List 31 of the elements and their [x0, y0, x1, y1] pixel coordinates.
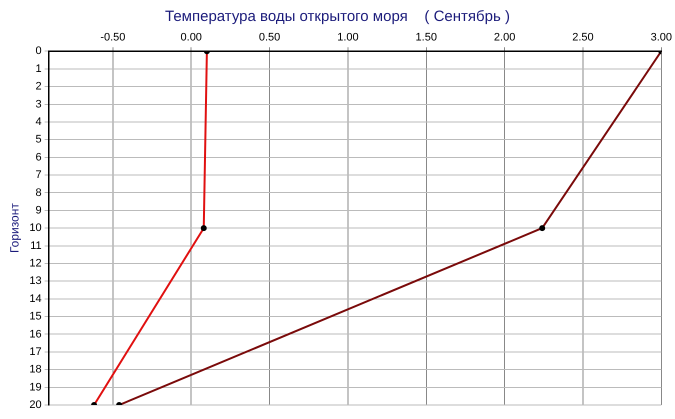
- x-tick-label: 3.00: [650, 32, 672, 44]
- x-tick-label: 1.00: [337, 32, 359, 44]
- y-axis-title: Горизонт: [8, 202, 22, 254]
- x-tick-label: 2.50: [572, 32, 594, 44]
- x-tick-label: 0.00: [180, 32, 202, 44]
- y-tick-label: 8: [36, 186, 42, 199]
- x-tick-label: 0.50: [258, 32, 280, 44]
- x-tick-label: -0.50: [100, 32, 126, 44]
- y-tick-label: 13: [29, 275, 42, 288]
- y-tick-label: 18: [29, 364, 42, 376]
- y-tick-label: 2: [36, 80, 42, 93]
- y-tick-label: 20: [29, 399, 42, 412]
- y-tick-label: 0: [36, 45, 42, 58]
- y-tick-label: 14: [29, 292, 42, 305]
- y-tick-label: 9: [36, 204, 42, 216]
- y-tick-label: 6: [36, 151, 42, 164]
- y-tick-label: 10: [29, 222, 42, 234]
- y-tick-label: 16: [29, 328, 42, 340]
- chart-title: Температура воды открытого моря ( Сентябрь ): [164, 8, 511, 25]
- y-tick-label: 1: [36, 62, 42, 75]
- y-tick-label: 3: [36, 98, 42, 110]
- y-tick-label: 7: [36, 169, 42, 182]
- y-tick-label: 17: [29, 346, 42, 358]
- y-tick-label: 12: [29, 258, 42, 270]
- y-tick-label: 5: [36, 134, 42, 146]
- y-tick-label: 19: [29, 381, 42, 394]
- y-tick-label: 11: [30, 240, 42, 252]
- y-tick-label: 4: [36, 116, 42, 128]
- x-tick-label: 1.50: [416, 32, 437, 44]
- y-tick-label: 15: [29, 310, 42, 323]
- x-tick-label: 2.00: [494, 32, 516, 44]
